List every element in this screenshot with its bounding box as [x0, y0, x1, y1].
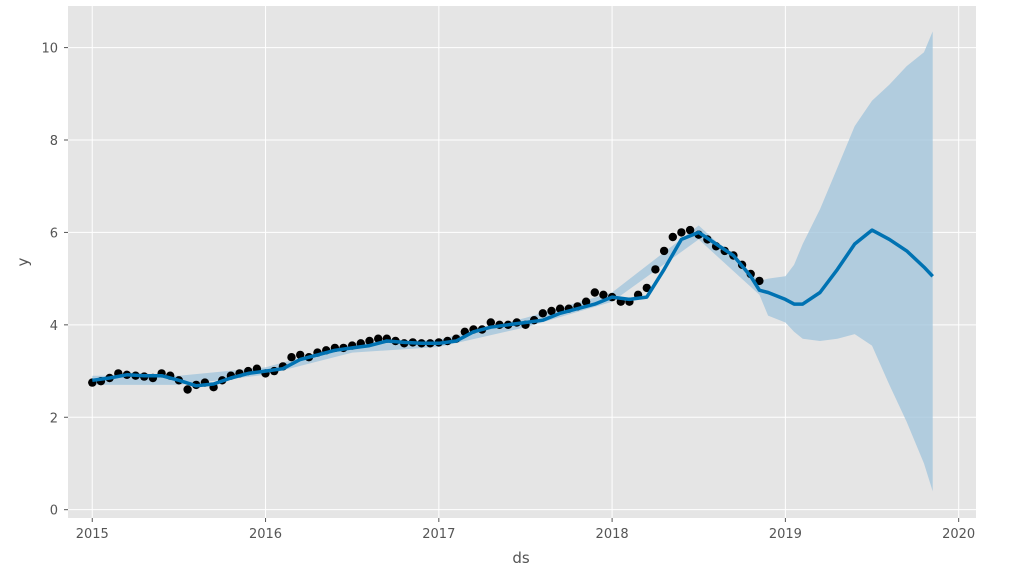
observed-point — [296, 350, 305, 360]
x-tick-label: 2018 — [596, 527, 629, 542]
observed-point — [183, 385, 192, 394]
observed-point — [287, 353, 296, 362]
forecast-line — [92, 228, 934, 388]
x-tick-label: 2015 — [76, 527, 109, 542]
x-tick-label: 2019 — [769, 527, 802, 542]
y-tick-label: 8 — [50, 134, 58, 149]
x-axis-ticks: 2015 2016 2017 2018 2019 2020 — [76, 518, 975, 542]
observed-point — [590, 288, 599, 297]
y-tick-label: 10 — [41, 42, 58, 57]
x-tick-label: 2017 — [422, 527, 455, 542]
x-tick-label: 2016 — [249, 527, 282, 542]
observed-point — [365, 336, 374, 346]
observed-point — [486, 318, 495, 327]
observed-point — [538, 309, 547, 318]
y-tick-label: 4 — [50, 319, 58, 334]
observed-point — [651, 265, 660, 274]
observed-point — [668, 232, 677, 242]
y-tick-label: 6 — [50, 226, 58, 241]
observed-point — [374, 334, 383, 343]
observed-point — [685, 225, 695, 235]
forecast-yhat-line — [92, 228, 934, 388]
observed-point — [547, 306, 556, 316]
y-tick-label: 2 — [50, 411, 58, 426]
x-tick-label: 2020 — [942, 527, 975, 542]
observed-point — [677, 228, 686, 237]
observed-point — [659, 246, 669, 256]
x-axis-label: ds — [512, 549, 530, 567]
observed-point — [555, 304, 565, 313]
observed-point — [755, 276, 764, 286]
y-axis-label: y — [14, 257, 32, 266]
observed-point — [599, 290, 608, 299]
y-axis-ticks: 0 2 4 6 8 10 — [41, 42, 68, 519]
y-tick-label: 0 — [50, 504, 58, 519]
observed-point — [642, 283, 651, 293]
observed-point — [581, 297, 591, 306]
